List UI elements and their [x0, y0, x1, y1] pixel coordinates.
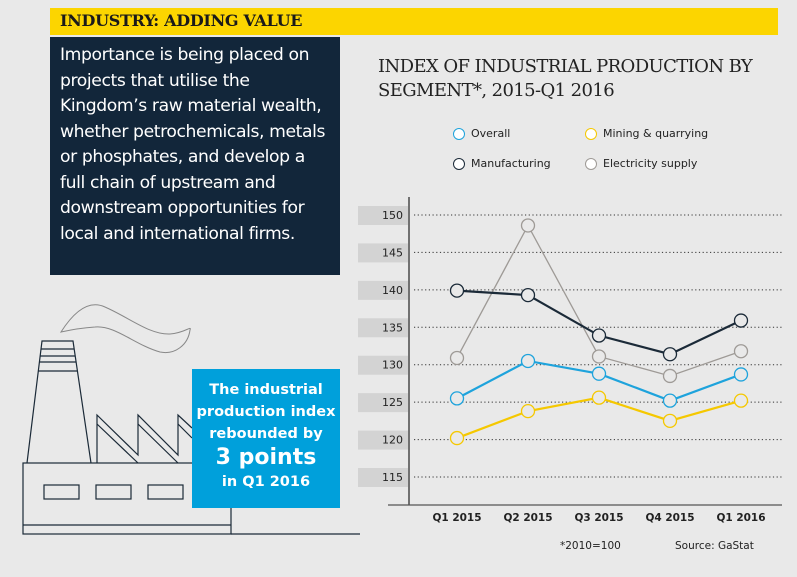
legend-label: Overall	[471, 127, 511, 140]
y-tick-label: 125	[382, 396, 403, 409]
data-point	[591, 366, 607, 381]
y-tick-bg	[358, 206, 408, 225]
intro-text: Importance is being placed on projects t…	[50, 37, 340, 275]
y-tick-bg	[358, 243, 408, 263]
data-point	[520, 287, 536, 303]
data-point	[449, 430, 465, 446]
legend-marker-icon	[453, 127, 465, 140]
line-chart: 150 145 140 135 130 125 120 115 Q1 2015 Q2 2015 Q3…	[358, 197, 782, 524]
data-point	[449, 283, 465, 298]
chart-title: INDEX OF INDUSTRIAL PRODUCTION BY SEGMEN…	[378, 56, 753, 101]
y-tick-bg	[358, 280, 408, 300]
source: Source: GaStat	[675, 540, 754, 552]
legend-label: Manufacturing	[471, 157, 551, 170]
y-tick-bg	[358, 318, 408, 338]
x-tick-label: Q1 2015	[432, 512, 481, 524]
data-point	[591, 390, 607, 405]
data-point	[520, 218, 536, 233]
callout-box: The industrial production index rebounde…	[192, 369, 340, 508]
footnote: *2010=100	[560, 540, 621, 552]
legend-marker-icon	[453, 157, 465, 170]
legend-marker-icon	[585, 127, 597, 140]
x-tick-label: Q1 2016	[716, 512, 765, 524]
x-tick-label: Q2 2015	[503, 512, 552, 524]
y-tick-label: 120	[382, 434, 403, 447]
legend-manufacturing: Manufacturing	[453, 157, 551, 170]
data-point	[662, 347, 678, 362]
y-tick-bg	[358, 355, 408, 375]
data-point	[733, 367, 749, 382]
y-tick-label: 150	[382, 209, 403, 222]
data-point	[520, 403, 536, 419]
data-point	[449, 391, 465, 406]
legend-electricity: Electricity supply	[585, 157, 697, 170]
section-header: INDUSTRY: ADDING VALUE	[50, 8, 778, 35]
callout-text: The industrial production index rebounde…	[196, 382, 336, 442]
x-tick-label: Q3 2015	[574, 512, 623, 524]
legend-label: Electricity supply	[603, 157, 698, 170]
data-point	[591, 349, 607, 364]
data-point	[449, 350, 465, 366]
data-point	[662, 413, 678, 429]
legend-marker-icon	[585, 157, 597, 170]
data-point	[733, 393, 749, 408]
y-tick-label: 115	[382, 471, 403, 484]
legend-label: Mining & quarrying	[603, 127, 709, 140]
series-line-manufacturing	[456, 289, 742, 356]
x-tick-label: Q4 2015	[645, 512, 694, 524]
data-point	[662, 368, 678, 384]
y-tick-label: 145	[382, 246, 403, 259]
y-tick-bg	[358, 393, 408, 413]
callout-highlight: 3 points	[215, 445, 317, 470]
data-point	[733, 344, 749, 359]
y-tick-label: 140	[382, 284, 403, 297]
y-tick-label: 130	[382, 359, 403, 372]
data-point	[520, 353, 536, 369]
y-tick-bg	[358, 468, 408, 487]
y-tick-label: 135	[382, 321, 403, 334]
data-point	[662, 393, 678, 408]
factory-icon	[22, 304, 360, 535]
data-point	[733, 313, 749, 328]
callout-text-2: in Q1 2016	[221, 474, 311, 490]
y-tick-bg	[358, 430, 408, 450]
legend-overall: Overall	[453, 127, 510, 140]
data-point	[591, 328, 607, 343]
legend-mining: Mining & quarrying	[585, 127, 708, 140]
